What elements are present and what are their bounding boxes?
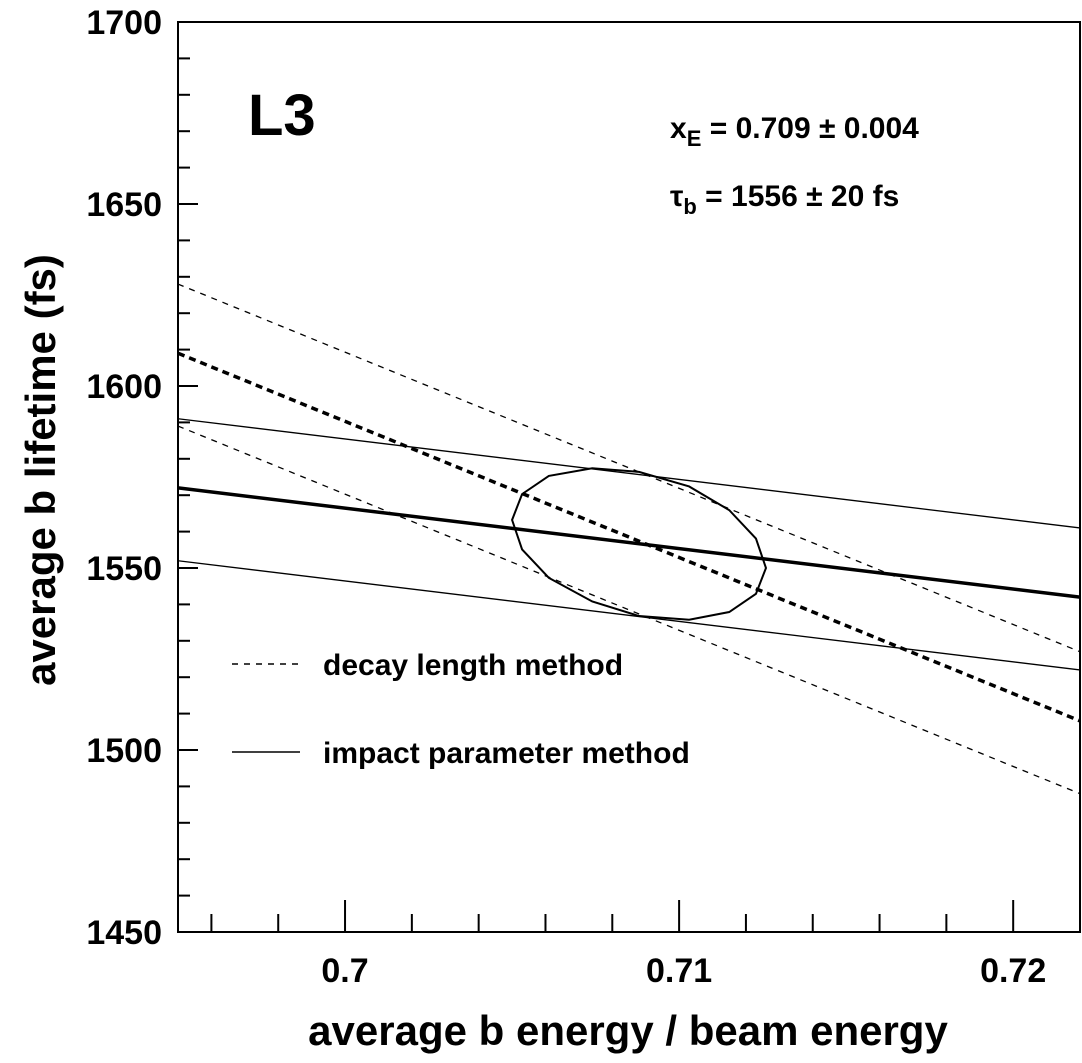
y-tick-label: 1700 [86, 4, 162, 42]
y-tick-label: 1550 [86, 550, 162, 588]
annotation-text: = 0.709 ± 0.004 [701, 112, 919, 145]
annotation: xE = 0.709 ± 0.004 [670, 112, 919, 151]
y-tick-label: 1450 [86, 914, 162, 952]
annotation-symbol: x [670, 112, 687, 145]
x-axis-label: average b energy / beam energy [308, 1007, 948, 1054]
x-tick-label: 0.71 [646, 952, 712, 990]
fit-line [178, 418, 1080, 529]
annotation-text: = 1556 ± 20 fs [697, 180, 899, 213]
y-tick-label: 1500 [86, 732, 162, 770]
legend-label: impact parameter method [323, 737, 690, 770]
fit-line [178, 351, 1080, 723]
y-axis-label: average b lifetime (fs) [17, 254, 64, 686]
annotation-subscript: E [687, 126, 702, 151]
annotation-subscript: b [683, 194, 696, 219]
experiment-label: L3 [248, 83, 316, 148]
fit-line [178, 486, 1080, 599]
contour [511, 467, 768, 621]
plot-frame [177, 21, 1081, 933]
y-tick-label: 1600 [86, 368, 162, 406]
x-tick-label: 0.7 [321, 952, 368, 990]
annotation-symbol: τ [670, 180, 683, 213]
legend-label: decay length method [323, 649, 623, 682]
annotation: τb = 1556 ± 20 fs [670, 180, 899, 219]
x-tick-label: 0.72 [980, 952, 1046, 990]
fit-line [178, 560, 1080, 671]
fit-line [178, 283, 1080, 653]
y-tick-label: 1650 [86, 186, 162, 224]
